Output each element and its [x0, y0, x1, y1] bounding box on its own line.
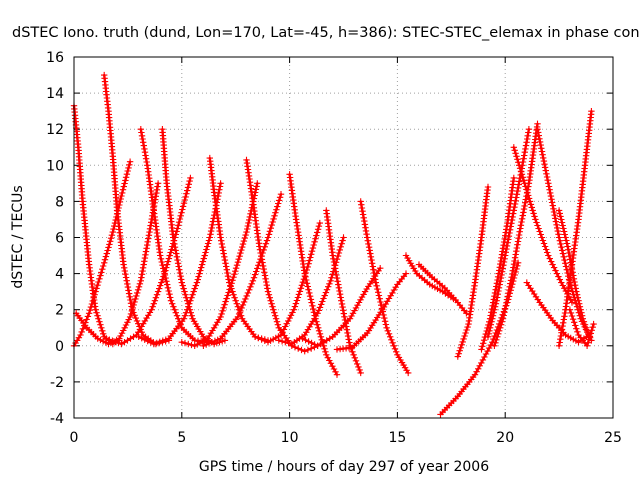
y-tick-label: 2: [55, 303, 64, 319]
plus-markers: [566, 306, 597, 349]
plus-markers: [415, 261, 470, 317]
plus-markers: [251, 219, 323, 346]
y-axis-label: dSTEC / TECUs: [10, 185, 26, 288]
data-series: [103, 174, 194, 348]
plus-markers: [178, 180, 261, 349]
plus-markers: [555, 108, 595, 349]
y-tick-label: 16: [46, 50, 64, 66]
plus-markers: [510, 144, 576, 306]
x-tick-label: 0: [70, 430, 79, 446]
plus-markers: [484, 126, 533, 340]
data-series: [251, 219, 323, 346]
y-tick-label: 10: [46, 158, 64, 174]
data-series: [555, 108, 595, 349]
plus-markers: [491, 120, 541, 349]
plus-markers: [101, 71, 173, 348]
x-axis-label: GPS time / hours of day 297 of year 2006: [199, 459, 489, 475]
series-group: [70, 71, 597, 418]
plus-markers: [159, 126, 229, 348]
data-series: [178, 180, 261, 349]
y-tick-label: 8: [55, 194, 64, 210]
data-series: [286, 171, 341, 378]
x-tick-label: 5: [177, 430, 186, 446]
x-tick-label: 15: [388, 430, 406, 446]
data-series: [333, 270, 410, 353]
data-series: [137, 126, 211, 346]
series-line: [439, 261, 520, 416]
plus-markers: [275, 234, 347, 348]
data-series: [299, 265, 384, 349]
y-tick-label: -2: [50, 375, 64, 391]
y-tick-label: -4: [50, 411, 64, 427]
chart-title: dSTEC Iono. truth (dund, Lon=170, Lat=-4…: [12, 25, 640, 41]
data-series: [101, 71, 173, 348]
plus-markers: [286, 171, 341, 378]
data-series: [555, 207, 593, 340]
axis-ticks: 0 5 10 15 20 25 -4 -2 0 2 4 6 8 10 12 14 16: [46, 50, 622, 446]
plus-markers: [73, 180, 162, 348]
data-series: [491, 120, 541, 349]
plus-markers: [135, 180, 224, 348]
data-series: [566, 306, 597, 349]
data-series: [523, 279, 593, 346]
data-series: [484, 126, 533, 340]
series-line: [103, 73, 171, 346]
data-series: [73, 180, 162, 348]
data-series: [534, 126, 595, 344]
data-series: [135, 180, 224, 348]
data-series: [454, 183, 492, 360]
plot-frame: [73, 56, 614, 419]
series-line: [161, 127, 227, 346]
y-tick-label: 6: [55, 231, 64, 247]
y-tick-label: 4: [55, 267, 64, 283]
x-tick-label: 20: [496, 430, 514, 446]
data-series: [510, 144, 576, 306]
y-tick-label: 14: [46, 86, 64, 102]
data-series: [415, 261, 470, 317]
data-series: [200, 191, 285, 349]
plus-markers: [200, 191, 285, 349]
x-tick-label: 10: [281, 430, 299, 446]
y-tick-label: 12: [46, 122, 64, 138]
data-series: [159, 126, 229, 348]
x-tick-label: 25: [604, 430, 622, 446]
data-series: [357, 198, 412, 377]
y-tick-label: 0: [55, 339, 64, 355]
plus-markers: [454, 183, 492, 360]
data-series: [478, 174, 517, 353]
plus-markers: [103, 174, 194, 348]
plus-markers: [357, 198, 412, 377]
data-series: [275, 234, 347, 348]
plus-markers: [299, 265, 384, 349]
plus-markers: [333, 270, 410, 353]
